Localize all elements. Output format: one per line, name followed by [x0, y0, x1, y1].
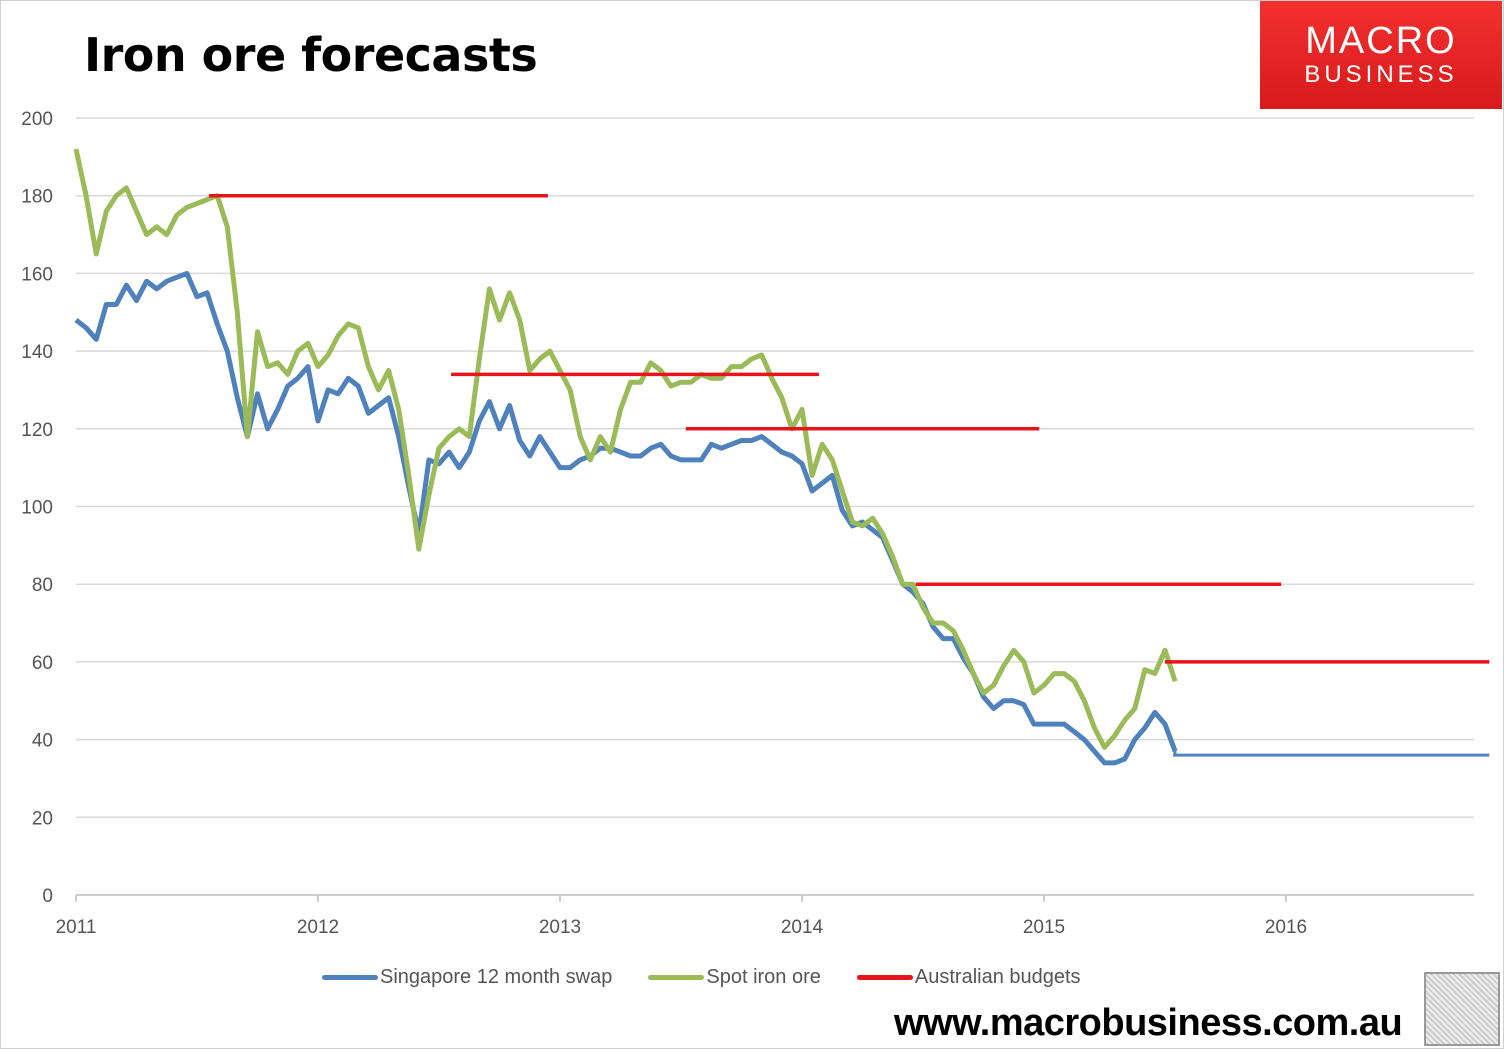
x-tick-label: 2016	[1265, 917, 1307, 938]
series-line-spot	[73, 148, 1178, 750]
legend-item-swap: Singapore 12 month swap	[322, 966, 612, 989]
x-tick-label: 2011	[56, 917, 97, 938]
y-tick-label: 40	[32, 731, 53, 752]
y-tick-label: 120	[21, 420, 53, 441]
legend-swatch-spot	[648, 975, 705, 980]
y-tick-label: 20	[32, 808, 53, 829]
legend: Singapore 12 month swap Spot iron ore Au…	[322, 966, 1117, 989]
legend-item-spot: Spot iron ore	[648, 966, 821, 989]
macrobusiness-logo: MACRO BUSINESS	[1260, 1, 1502, 109]
y-tick-label: 140	[21, 342, 53, 363]
y-tick-label: 100	[21, 498, 53, 519]
x-tick-label: 2015	[1023, 917, 1065, 938]
legend-label-budgets: Australian budgets	[914, 966, 1081, 988]
legend-swatch-swap	[322, 975, 378, 980]
y-tick-label: 60	[32, 653, 53, 674]
x-tick-label: 2014	[781, 917, 824, 938]
y-tick-label: 160	[21, 264, 53, 285]
swap-forecast-line	[1173, 751, 1490, 757]
fox-logo-image	[1424, 972, 1500, 1046]
logo-line2: BUSINESS	[1304, 61, 1458, 88]
y-tick-label: 80	[32, 575, 53, 596]
chart-title: Iron ore forecasts	[84, 28, 538, 82]
legend-label-spot: Spot iron ore	[706, 966, 821, 988]
legend-label-swap: Singapore 12 month swap	[380, 966, 613, 988]
series-line-swap	[74, 270, 1178, 766]
y-tick-label: 200	[21, 109, 53, 130]
y-tick-label: 180	[21, 187, 53, 208]
x-tick-label: 2012	[297, 917, 339, 938]
legend-item-budgets: Australian budgets	[856, 966, 1081, 989]
y-tick-label: 0	[42, 886, 53, 907]
x-tick-label: 2013	[539, 917, 581, 938]
website-url: www.macrobusiness.com.au	[894, 1002, 1403, 1044]
legend-swatch-budgets	[856, 975, 913, 980]
logo-line1: MACRO	[1305, 20, 1457, 62]
